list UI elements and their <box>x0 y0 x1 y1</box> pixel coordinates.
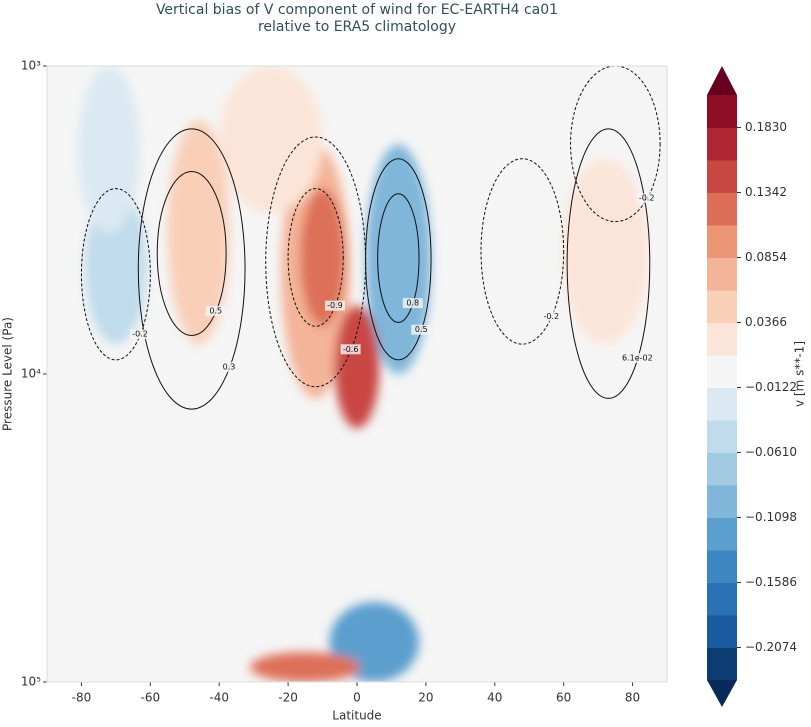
colorbar-band <box>707 582 737 616</box>
contour-line <box>365 158 432 361</box>
colorbar-band <box>707 95 737 128</box>
x-tick-label: 60 <box>556 691 571 705</box>
y-tick-label: 10³ <box>21 59 41 73</box>
x-tick-label: 40 <box>487 691 502 705</box>
bias-patch <box>250 652 361 682</box>
colorbar-label: v [m s**-1] <box>793 341 807 407</box>
colorbar-band <box>707 192 737 226</box>
bias-patch <box>78 66 140 234</box>
contour-layer: 0.5 0.3 -0.9 -0.6 0.8 0.5 -0.2 -0.2 6.1e-02 -0.2 <box>80 66 661 410</box>
colorbar-band <box>707 420 737 453</box>
y-tick-label: 10⁴ <box>21 367 41 381</box>
bias-patch <box>334 305 380 429</box>
contour-label-bg <box>205 305 226 316</box>
colorbar-band <box>707 225 737 258</box>
x-tick-label: 80 <box>625 691 640 705</box>
contour-line <box>570 66 661 223</box>
colorbar-band <box>707 647 737 681</box>
colorbar-band <box>707 550 737 583</box>
y-axis-label: Pressure Level (Pa) <box>1 317 15 431</box>
bias-patch <box>167 120 230 345</box>
colorbar-band <box>707 452 737 486</box>
colorbar-tick-label: −0.2074 <box>745 640 797 654</box>
colorbar-over <box>707 66 737 95</box>
colorbar-tick-label: 0.1342 <box>745 185 787 199</box>
contour-label: 0.8 <box>406 299 419 308</box>
colorbar-tick-label: 0.0854 <box>745 250 787 264</box>
contour-line <box>80 188 151 361</box>
plot-frame <box>46 65 668 683</box>
contour-label: 6.1e-02 <box>622 353 653 362</box>
colorbar-band <box>707 485 737 518</box>
colorbar-band <box>707 387 737 421</box>
chart-title: Vertical bias of V component of wind for… <box>156 2 558 18</box>
contour-line <box>566 128 651 399</box>
x-tick-label: -40 <box>209 691 229 705</box>
colorbar-tick-label: 0.0366 <box>745 315 787 329</box>
contour-label-bg <box>627 352 648 363</box>
contour-label: 0.5 <box>209 306 222 315</box>
contour-line <box>377 193 420 323</box>
x-tick-label: -60 <box>141 691 161 705</box>
contour-label: -0.2 <box>639 194 655 203</box>
colorbar-under <box>707 680 737 707</box>
contour-label: 0.3 <box>223 363 236 372</box>
colorbar-band <box>707 322 737 356</box>
colorbar-tick-label: −0.1586 <box>745 575 797 589</box>
colorbar-band <box>707 517 737 551</box>
x-tick-label: -80 <box>72 691 92 705</box>
contour-label-bg <box>130 329 150 340</box>
colorbar-band <box>707 127 737 161</box>
chart-subtitle: relative to ERA5 climatology <box>258 19 456 35</box>
x-tick-label: 0 <box>353 691 361 705</box>
contour-label-bg <box>636 193 657 204</box>
bias-patch <box>219 66 323 213</box>
x-tick-label: -20 <box>278 691 298 705</box>
colorbar-band <box>707 355 737 388</box>
contour-label-bg <box>541 311 562 322</box>
colorbar-tick-label: −0.0610 <box>745 445 797 459</box>
contour-label: -0.2 <box>132 330 148 339</box>
x-axis-label: Latitude <box>332 709 381 723</box>
colorbar-band <box>707 160 737 193</box>
contour-line <box>480 158 565 345</box>
contour-label: -0.9 <box>327 301 343 310</box>
contour-label: -0.2 <box>543 312 559 321</box>
colorbar-band <box>707 257 737 291</box>
contour-label: 0.5 <box>415 325 428 334</box>
colorbar-band <box>707 290 737 323</box>
x-tick-label: 20 <box>418 691 433 705</box>
colorbar-band <box>707 615 737 648</box>
contour-label-bg <box>324 300 345 311</box>
contour-line <box>137 128 246 410</box>
colorbar-tick-label: −0.1098 <box>745 510 797 524</box>
y-tick-label: 10⁵ <box>21 675 41 689</box>
contour-label-bg <box>219 362 240 373</box>
contour-label: -0.6 <box>343 345 359 354</box>
bias-patch <box>561 158 649 345</box>
colorbar-tick-label: 0.1830 <box>745 120 787 134</box>
contour-label-bg <box>340 344 361 355</box>
colorbar-tick-label: −0.0122 <box>745 380 797 394</box>
bias-patch <box>365 144 432 374</box>
contour-label-bg <box>411 324 432 335</box>
contour-label-bg <box>402 298 423 309</box>
bias-patch <box>300 188 345 327</box>
contour-line <box>156 170 227 337</box>
contour-line <box>287 188 344 327</box>
